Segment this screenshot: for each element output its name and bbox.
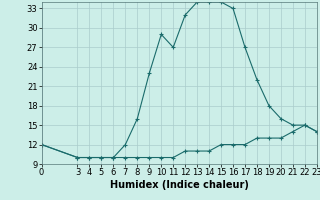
X-axis label: Humidex (Indice chaleur): Humidex (Indice chaleur) [110, 180, 249, 190]
